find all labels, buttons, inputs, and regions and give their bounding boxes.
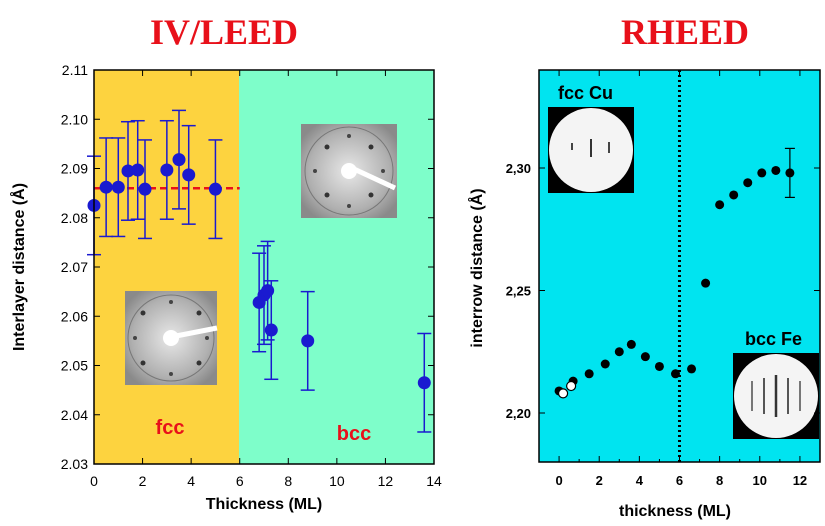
right-x-tick-label: 10: [753, 473, 767, 488]
left-data-point: [261, 284, 275, 298]
right-x-tick-label: 12: [793, 473, 807, 488]
right-chart-title: RHEED: [621, 12, 749, 52]
right-plot-area: fcc Cu bcc Fe 0 2 4 6 8 10 12 2,20 2,25 2,30: [506, 69, 821, 488]
left-chart-title: IV/LEED: [150, 12, 298, 52]
left-x-tick-label: 8: [284, 473, 292, 489]
left-x-tick-label: 14: [426, 473, 442, 489]
left-data-point: [131, 163, 145, 177]
left-y-tick-label: 2.04: [61, 407, 88, 423]
bcc-label: bcc: [337, 423, 371, 445]
right-y-tick-label: 2,25: [506, 284, 531, 299]
left-data-point: [138, 182, 152, 196]
rheed-pattern-bcc: [733, 353, 819, 439]
left-x-axis-label: Thickness (ML): [206, 496, 322, 513]
left-x-tick-label: 10: [329, 473, 345, 489]
left-data-point: [417, 376, 431, 390]
rheed-pattern-fcc: [548, 107, 634, 193]
left-data-point: [121, 164, 135, 178]
right-data-point: [701, 278, 711, 288]
left-data-point: [182, 168, 196, 182]
right-data-series: [554, 147, 795, 399]
leed-pattern-bcc: [301, 124, 397, 218]
right-data-point: [626, 339, 636, 349]
left-axis-ticks: 0 2 4 6 8 10 12 14 2.03 2.04 2.05 2.06 2.07 2.08 2.09 2…: [61, 62, 442, 489]
left-y-axis-label: Interlayer distance (Å): [9, 183, 28, 351]
bcc-fe-label: bcc Fe: [745, 329, 802, 349]
left-y-tick-label: 2.03: [61, 456, 88, 472]
left-data-point: [99, 180, 113, 194]
right-data-point: [614, 347, 624, 357]
right-y-tick-label: 2,30: [506, 161, 531, 176]
right-x-tick-label: 0: [555, 473, 562, 488]
right-open-data-point: [566, 380, 577, 392]
left-y-tick-label: 2.08: [61, 210, 88, 226]
right-x-tick-label: 4: [636, 473, 644, 488]
right-data-point: [687, 364, 697, 374]
right-data-point: [771, 165, 781, 175]
right-data-point: [785, 168, 795, 178]
right-data-point: [654, 361, 664, 371]
right-axis-ticks: 0 2 4 6 8 10 12 2,20 2,25 2,30: [506, 70, 820, 488]
right-data-point: [600, 359, 610, 369]
left-x-tick-label: 0: [90, 473, 98, 489]
left-y-tick-label: 2.09: [61, 161, 88, 177]
right-data-point: [715, 200, 725, 210]
left-data-point: [208, 182, 222, 196]
right-y-axis-label: interrow distance (Å): [467, 188, 486, 347]
left-y-tick-label: 2.10: [61, 111, 88, 127]
left-data-point: [111, 180, 125, 194]
right-x-tick-label: 2: [596, 473, 603, 488]
fcc-cu-label: fcc Cu: [558, 83, 613, 103]
left-y-tick-label: 2.06: [61, 308, 88, 324]
fcc-label: fcc: [156, 417, 185, 439]
left-data-point: [301, 334, 315, 348]
right-data-point: [757, 168, 767, 178]
left-x-tick-label: 4: [187, 473, 195, 489]
left-plot-area: fcc bcc 0 2 4 6 8 10 12 14 2.03 2.04 2.05 2.06 2.07 2…: [61, 62, 442, 489]
right-data-point: [670, 369, 680, 379]
right-data-point: [584, 369, 594, 379]
right-data-point: [743, 178, 753, 188]
left-y-tick-label: 2.05: [61, 358, 88, 374]
left-x-tick-label: 12: [378, 473, 394, 489]
right-data-point: [640, 352, 650, 362]
left-y-tick-label: 2.07: [61, 259, 88, 275]
right-x-axis-label: thickness (ML): [619, 503, 731, 520]
left-data-point: [172, 153, 186, 167]
left-x-tick-label: 6: [236, 473, 244, 489]
right-x-tick-label: 8: [716, 473, 723, 488]
left-data-point: [160, 163, 174, 177]
left-y-tick-label: 2.11: [62, 62, 88, 78]
leed-pattern-fcc: [125, 291, 218, 385]
right-x-tick-label: 6: [676, 473, 683, 488]
right-y-tick-label: 2,20: [506, 406, 531, 421]
left-data-point: [264, 323, 278, 337]
right-data-point: [729, 190, 739, 200]
right-open-data-point: [557, 388, 569, 399]
left-x-tick-label: 2: [139, 473, 147, 489]
